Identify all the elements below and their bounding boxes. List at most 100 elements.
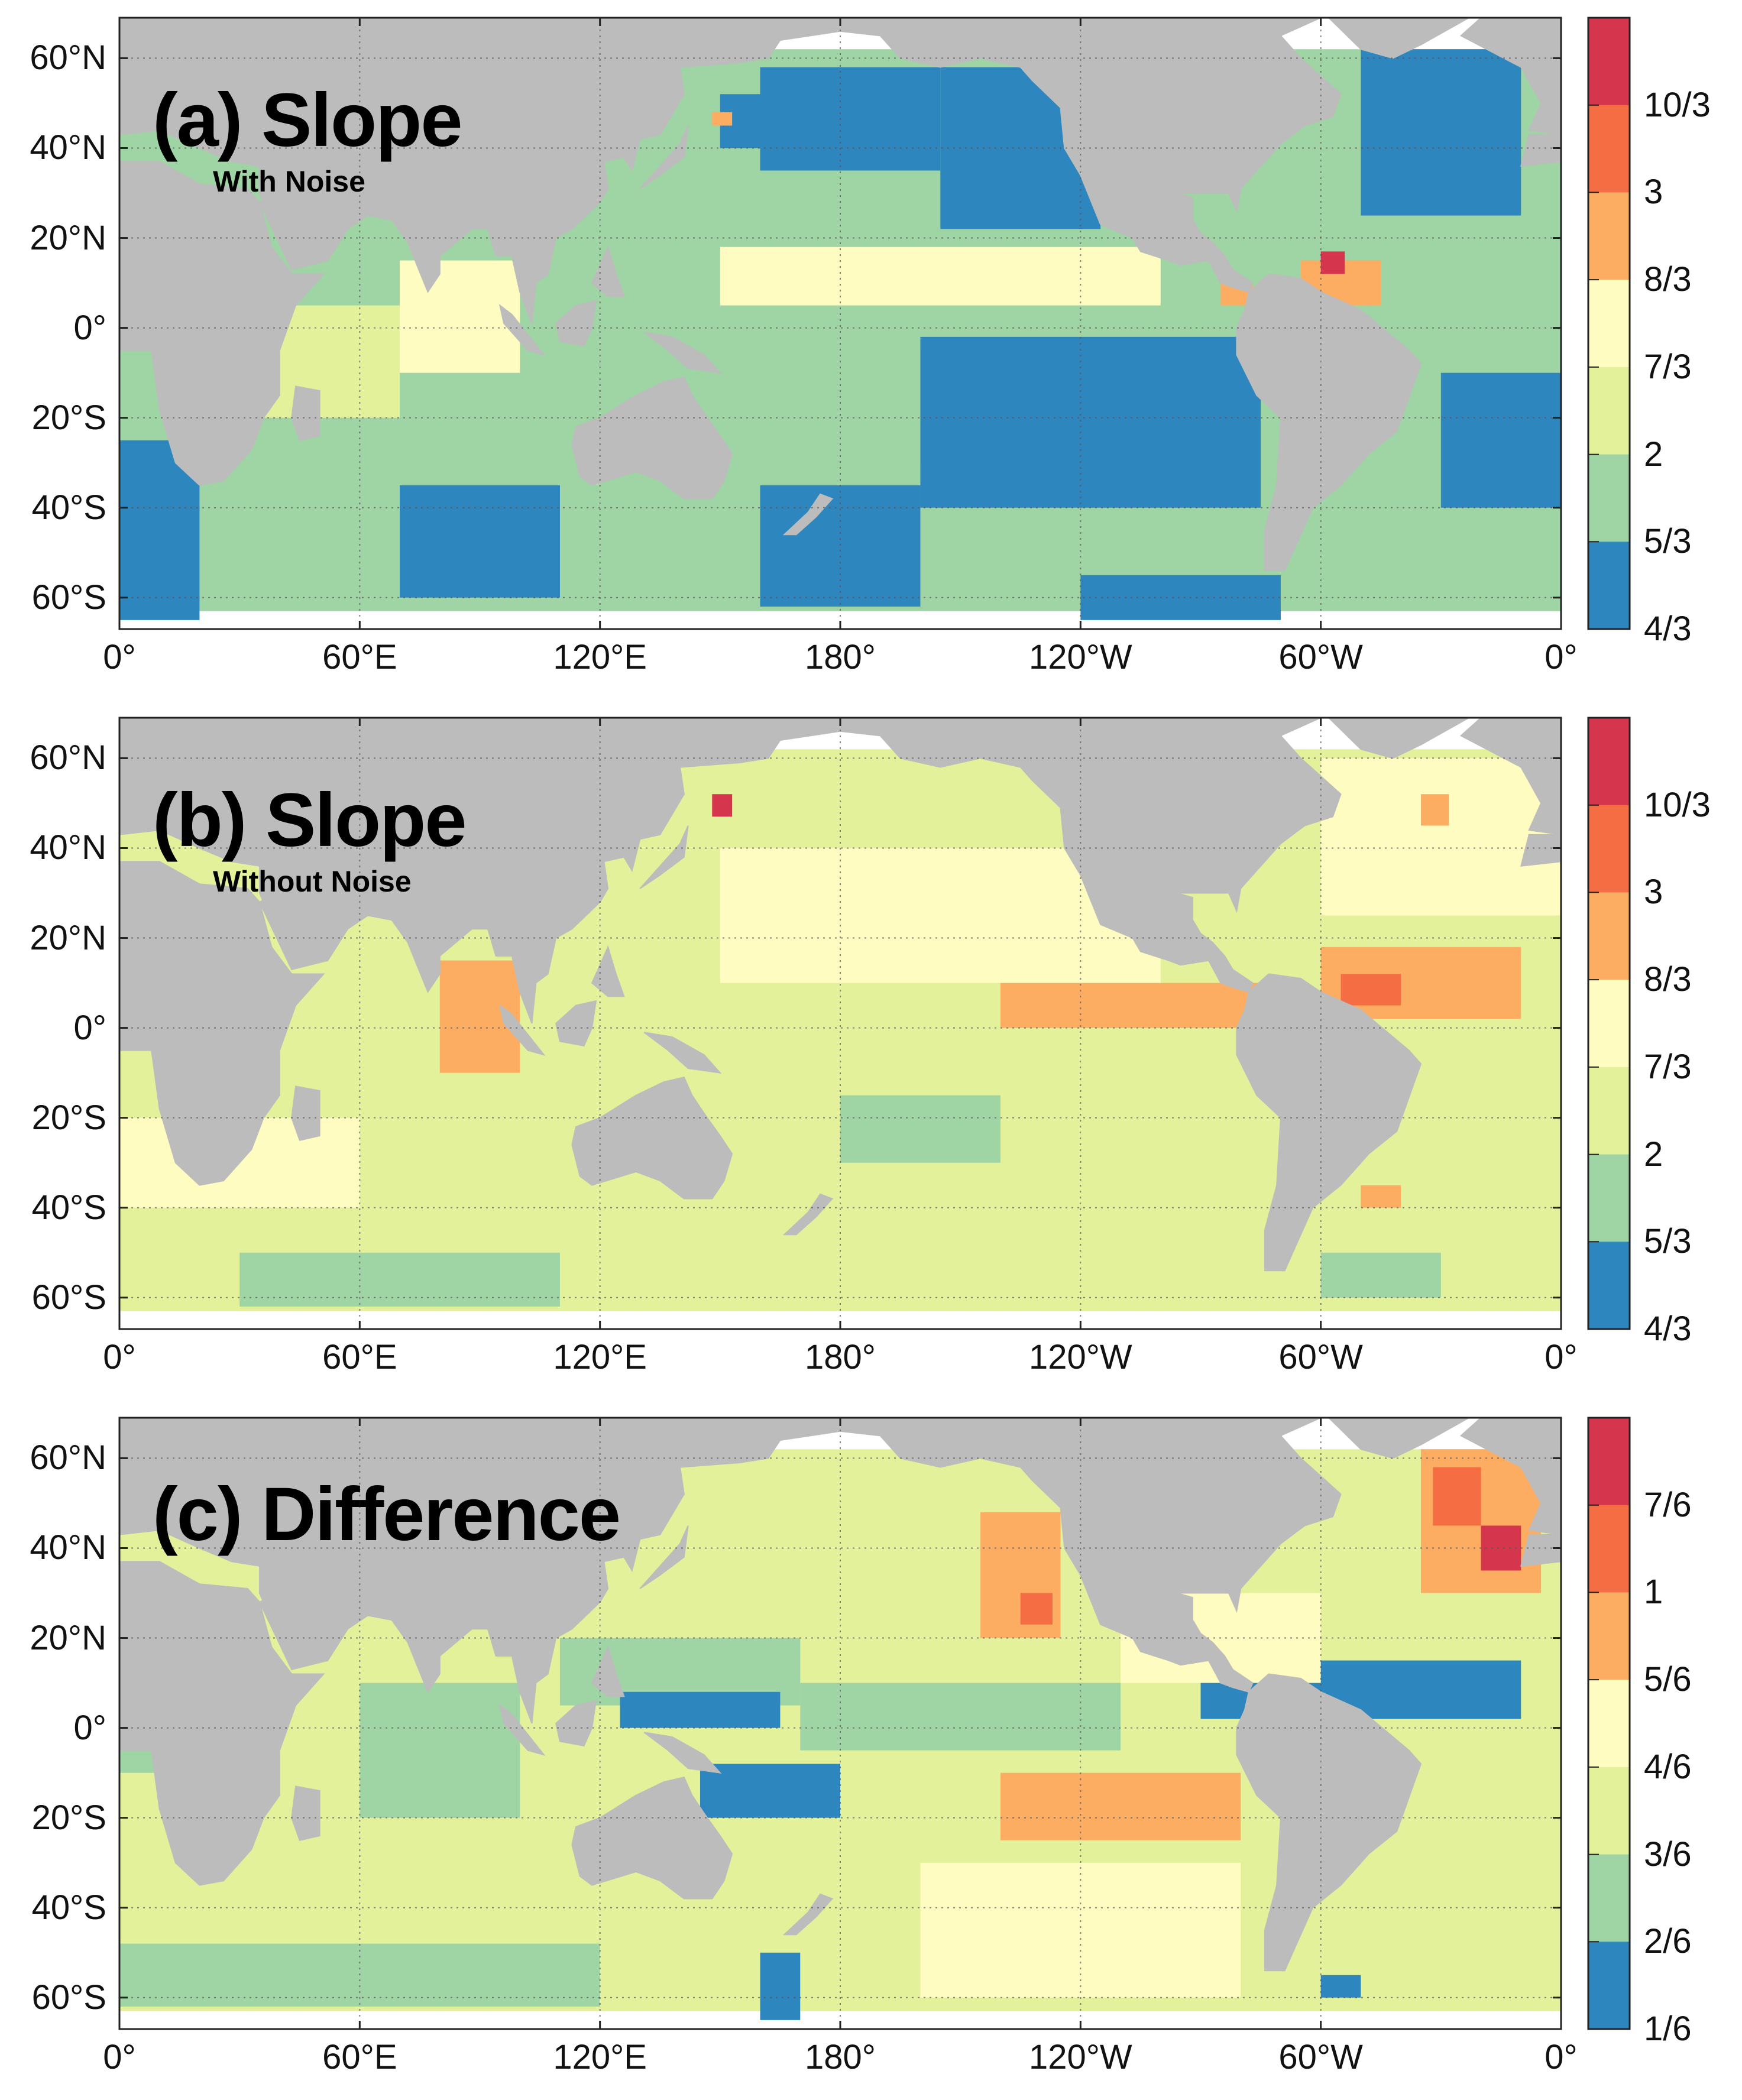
field-region	[920, 336, 1261, 508]
map-svg	[118, 717, 1631, 1330]
colorbar-label: 7/3	[1644, 1047, 1692, 1086]
x-tick-label: 120°W	[1028, 2038, 1132, 2076]
land-samerica	[1236, 273, 1422, 572]
x-tick-label: 120°E	[553, 638, 647, 676]
land-australia	[571, 377, 733, 500]
field-region	[1320, 1252, 1441, 1298]
colorbar-label: 3/6	[1644, 1835, 1692, 1874]
field-region	[1020, 1593, 1053, 1625]
colorbar-swatch	[1588, 105, 1630, 193]
panel-b: (b) Slope Without Noise 10/3 3 8/3 7/3 2 5/3 4…	[0, 700, 1742, 1400]
land-japan	[639, 825, 689, 889]
y-tick-label: 20°S	[31, 398, 106, 437]
y-tick-label: 40°S	[31, 1888, 106, 1927]
field-region	[1420, 794, 1449, 826]
colorbar-swatch	[1588, 892, 1630, 980]
y-tick-label: 40°N	[30, 1528, 106, 1567]
land-borneo	[555, 1700, 597, 1747]
colorbar-frame	[1587, 1417, 1631, 2030]
land-madagascar	[291, 385, 320, 441]
field-region	[720, 94, 821, 148]
x-tick-label: 180°	[805, 1338, 876, 1376]
x-tick-label: 0°	[103, 2038, 136, 2076]
land-africa	[119, 161, 325, 486]
land-mask	[119, 1418, 1561, 1972]
colorbar-swatch	[1588, 1242, 1630, 1330]
land-newguinea	[643, 1032, 722, 1074]
land-newguinea	[643, 1732, 722, 1774]
colorbar-label: 8/3	[1644, 260, 1692, 299]
field-region	[1433, 1467, 1481, 1526]
graticule	[119, 718, 1561, 1329]
colorbar-label: 5/3	[1644, 522, 1692, 561]
y-tick-label: 0°	[73, 1008, 106, 1047]
land-namerica	[840, 718, 1342, 993]
panel-title: (a) Slope	[153, 78, 462, 163]
x-tick-label: 60°W	[1278, 2038, 1363, 2076]
x-tick-label: 60°E	[322, 638, 397, 676]
y-tick-label: 40°S	[31, 1188, 106, 1227]
land-greenland	[1327, 18, 1471, 59]
field-region	[700, 1764, 840, 1818]
land-namerica	[840, 1418, 1342, 1693]
land-africa	[119, 861, 325, 1186]
land-australia	[571, 1777, 733, 1900]
x-tick-label: 120°E	[553, 1338, 647, 1376]
field-region	[712, 112, 733, 126]
colorbar-swatch	[1588, 542, 1630, 630]
colorbar-frame	[1587, 17, 1631, 630]
land-madagascar	[291, 1785, 320, 1841]
land-borneo	[555, 300, 597, 347]
field-region	[920, 1862, 1241, 1998]
land-iberia	[1520, 134, 1561, 167]
land-japan	[639, 1525, 689, 1589]
x-tick-label: 60°E	[322, 2038, 397, 2076]
colorbar-swatch	[1588, 1505, 1630, 1593]
colorbar-label: 7/3	[1644, 347, 1692, 386]
y-tick-label: 20°N	[30, 1618, 106, 1657]
field-region	[800, 1683, 1121, 1751]
colorbar-label: 2	[1644, 435, 1663, 474]
y-tick-label: 20°N	[30, 918, 106, 957]
y-tick-label: 40°N	[30, 128, 106, 167]
colorbar-label: 7/6	[1644, 1485, 1692, 1524]
y-tick-label: 60°S	[31, 578, 106, 617]
colorbar-swatch	[1588, 1154, 1630, 1242]
land-sumatra	[498, 304, 546, 356]
land-arabia-fill	[258, 1592, 349, 1670]
field-region	[400, 260, 520, 373]
land-nz	[782, 493, 834, 536]
land-japan	[639, 125, 689, 189]
colorbar-label: 10/3	[1644, 785, 1711, 824]
land-madagascar	[291, 1085, 320, 1141]
land-greenland	[1327, 1418, 1471, 1459]
panel-subtitle: With Noise	[213, 165, 365, 198]
map-svg	[118, 17, 1631, 630]
field-region	[1000, 983, 1261, 1028]
land-sumatra	[498, 1704, 546, 1756]
field-region	[1320, 758, 1561, 916]
colorbar-swatch	[1588, 805, 1630, 893]
panel-c: (c) Difference 7/6 1 5/6 4/6 3/6 2/6 1/6 60°N 40…	[0, 1400, 1742, 2100]
colorbar-label: 3	[1644, 173, 1663, 212]
field-region	[760, 1952, 801, 2020]
panel-a: (a) Slope With Noise 10/3 3 8/3 7/3 2 5/3 4/3 6…	[0, 0, 1742, 700]
graticule	[119, 1418, 1561, 2029]
colorbar-swatch	[1588, 192, 1630, 280]
y-tick-label: 60°N	[30, 738, 106, 777]
field-region	[1440, 372, 1561, 508]
field-region	[712, 794, 733, 817]
x-tick-label: 0°	[1545, 638, 1578, 676]
field-region	[1000, 1772, 1241, 1840]
field-region	[840, 1095, 1000, 1163]
colorbar-label: 5/6	[1644, 1660, 1692, 1699]
land-australia	[571, 1077, 733, 1200]
land-europe-ne	[1459, 18, 1561, 135]
colorbar-swatch	[1588, 1680, 1630, 1768]
colorbar-swatch	[1588, 1418, 1630, 1506]
colorbar-swatch	[1588, 1592, 1630, 1680]
colorbar-label: 1/6	[1644, 2010, 1692, 2048]
land-newguinea	[643, 332, 722, 374]
field-region	[1361, 1185, 1401, 1208]
land-greenland	[1327, 718, 1471, 759]
